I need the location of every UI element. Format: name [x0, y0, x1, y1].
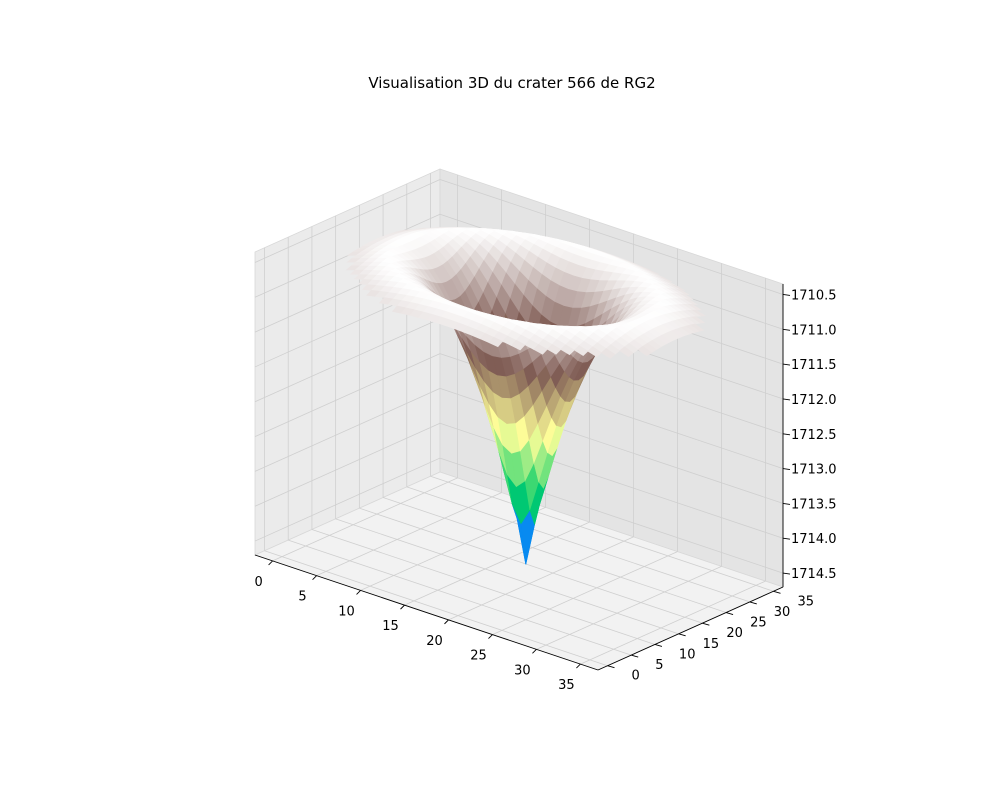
grid-line — [316, 492, 502, 577]
z-tick — [782, 363, 791, 366]
z-tick-label: 1711.0 — [791, 323, 837, 338]
z-tick-label: 1712.5 — [791, 428, 837, 443]
chart-title: Visualisation 3D du crater 566 de RG2 — [368, 74, 655, 92]
grid-line — [288, 539, 632, 656]
x-tick — [400, 604, 405, 610]
grid-line — [360, 507, 546, 591]
y-tick-label: 20 — [726, 626, 743, 641]
x-tick-label: 10 — [338, 604, 355, 619]
grid-line — [254, 422, 441, 507]
x-tick — [488, 634, 493, 639]
x-tick — [444, 619, 449, 625]
y-tick-label: 0 — [631, 669, 639, 684]
surface-patch — [619, 346, 634, 357]
z-tick-label: 1713.0 — [791, 463, 837, 478]
grid-line — [254, 388, 441, 472]
grid-line — [254, 179, 441, 263]
y-tick-label: 35 — [798, 594, 815, 609]
y-tick — [702, 622, 710, 626]
x-tick-label: 30 — [514, 663, 531, 678]
y-tick — [749, 601, 757, 605]
grid-line — [580, 580, 766, 665]
x-tick-label: 25 — [470, 649, 487, 664]
surface-patch — [601, 348, 616, 359]
y-tick — [773, 590, 781, 594]
grid-line — [492, 551, 678, 635]
x-tick — [312, 575, 317, 580]
x-tick-label: 35 — [558, 678, 575, 693]
y-tick — [654, 644, 663, 647]
grid-line — [272, 477, 458, 562]
grid-line — [406, 486, 750, 603]
z-tick — [782, 398, 791, 401]
grid-line — [404, 521, 590, 606]
z-tick — [782, 328, 791, 331]
y-tick — [631, 654, 639, 658]
z-tick — [782, 468, 791, 471]
x-tick — [576, 663, 581, 669]
y-tick — [725, 612, 734, 615]
z-tick — [782, 572, 791, 575]
grid-line — [448, 536, 634, 621]
z-tick-label: 1712.0 — [791, 393, 837, 408]
x-tick-label: 0 — [254, 575, 262, 590]
z-tick — [782, 433, 791, 436]
x-tick — [356, 590, 361, 595]
x-tick-label: 5 — [298, 590, 306, 605]
z-tick — [782, 502, 791, 505]
y-tick-label: 10 — [679, 647, 696, 662]
grid-line — [536, 565, 722, 650]
y-axis-line — [597, 586, 784, 671]
x-tick-label: 20 — [426, 634, 443, 649]
x-tick-label: 15 — [382, 619, 399, 634]
axes-3d: 0 5 10 15 20 25 30 35 0 5 10 15 20 25 30 35 1710.5 1711.0… — [253, 168, 837, 693]
z-tick-label: 1714.0 — [791, 532, 837, 547]
grid-line — [430, 475, 774, 592]
z-tick-label: 1711.5 — [791, 358, 837, 373]
y-tick-label: 30 — [774, 605, 791, 620]
y-tick — [607, 665, 615, 669]
grid-line — [439, 457, 784, 574]
y-tick-label: 5 — [655, 658, 663, 673]
grid-line — [264, 550, 608, 667]
x-tick — [532, 649, 537, 654]
grid-line — [359, 507, 703, 624]
y-tick-label: 15 — [703, 637, 720, 652]
z-tick — [782, 537, 791, 540]
grid-line — [382, 497, 727, 613]
grid-line — [335, 518, 679, 635]
x-axis-line — [254, 554, 599, 671]
z-tick-label: 1713.5 — [791, 497, 837, 512]
x-tick — [268, 560, 273, 566]
y-tick-label: 25 — [750, 616, 767, 631]
grid-line — [254, 457, 441, 542]
z-tick-label: 1710.5 — [791, 288, 837, 303]
grid-line — [254, 318, 441, 403]
grid-line — [439, 179, 784, 295]
y-tick — [678, 633, 686, 637]
surface-patch — [637, 345, 653, 357]
z-tick — [782, 294, 791, 296]
grid-line — [254, 353, 441, 437]
crater-surface — [345, 227, 707, 565]
z-tick-label: 1714.5 — [791, 567, 837, 582]
grid-line — [311, 529, 656, 645]
